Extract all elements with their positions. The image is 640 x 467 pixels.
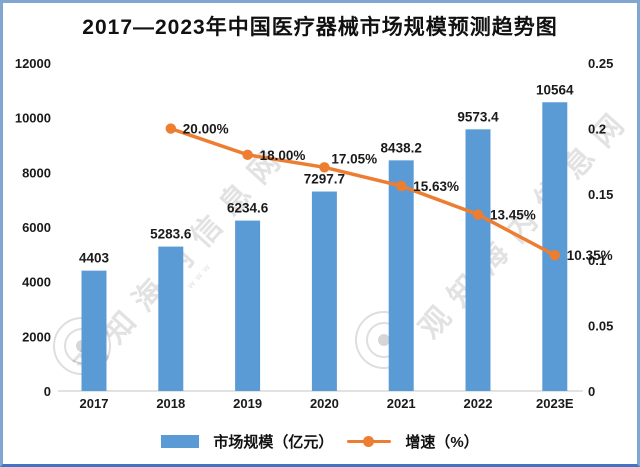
bar	[542, 102, 568, 391]
right-axis-tick: 0	[588, 384, 595, 399]
bar-value-label: 8438.2	[381, 140, 422, 155]
line-marker-icon	[319, 162, 330, 173]
x-axis-label: 2017	[80, 396, 109, 411]
x-axis-label: 2021	[387, 396, 416, 411]
bar	[388, 160, 414, 391]
line-marker-icon	[363, 436, 375, 447]
x-axis-label: 2022	[464, 396, 493, 411]
right-axis-tick: 0.05	[588, 318, 613, 333]
bar	[158, 246, 184, 391]
bar-value-label: 9573.4	[457, 109, 499, 124]
line-value-label: 10.35%	[567, 248, 613, 263]
legend-bar-swatch	[161, 435, 200, 448]
line-value-label: 15.63%	[413, 179, 459, 194]
bar-value-label: 7297.7	[304, 172, 345, 187]
bar-value-label: 10564	[536, 82, 574, 97]
combo-chart: 0 2000 4000 6000 8000 10000 12000 0 0.05 0.1 0.15 0…	[15, 56, 613, 411]
line-value-label: 18.00%	[260, 148, 306, 163]
bar	[311, 191, 337, 391]
line-value-label: 13.45%	[490, 208, 536, 223]
right-axis-tick: 0.15	[588, 187, 613, 202]
left-axis-tick: 10000	[15, 111, 51, 126]
left-axis-tick: 8000	[22, 165, 51, 180]
legend: 市场规模（亿元） 增速（%）	[3, 431, 637, 452]
legend-line-label: 增速（%）	[405, 434, 479, 451]
right-axis-tick: 0.25	[588, 56, 613, 71]
line-marker-icon	[549, 250, 560, 261]
x-axis-label: 2023E	[536, 396, 574, 411]
line-value-label: 20.00%	[183, 122, 229, 137]
left-axis-tick: 6000	[22, 220, 51, 235]
line-marker-icon	[242, 149, 253, 161]
bar-value-label: 4403	[79, 251, 110, 266]
x-axis-label: 2018	[156, 396, 185, 411]
line-marker-icon	[396, 180, 407, 192]
page-title: 2017—2023年中国医疗器械市场规模预测趋势图	[82, 16, 558, 39]
left-axis-tick: 4000	[22, 275, 51, 290]
bar	[465, 129, 491, 391]
bar-value-label: 6234.6	[227, 201, 269, 216]
legend-line-swatch	[347, 435, 392, 448]
bar	[81, 270, 107, 391]
right-axis-tick: 0.1	[588, 253, 606, 268]
growth-line	[169, 126, 557, 257]
left-axis-tick: 2000	[22, 329, 51, 344]
left-axis-tick: 0	[44, 384, 51, 399]
line-value-label: 17.05%	[331, 151, 377, 166]
left-axis-tick: 12000	[15, 56, 51, 71]
legend-bar-label: 市场规模（亿元）	[213, 434, 334, 451]
x-axis-label: 2019	[233, 396, 262, 411]
right-axis-tick: 0.2	[588, 122, 606, 137]
bar	[235, 220, 261, 391]
line-marker-icon	[165, 123, 176, 134]
bar-value-label: 5283.6	[150, 227, 192, 242]
x-axis-label: 2020	[310, 396, 339, 411]
line-marker-icon	[472, 209, 484, 220]
